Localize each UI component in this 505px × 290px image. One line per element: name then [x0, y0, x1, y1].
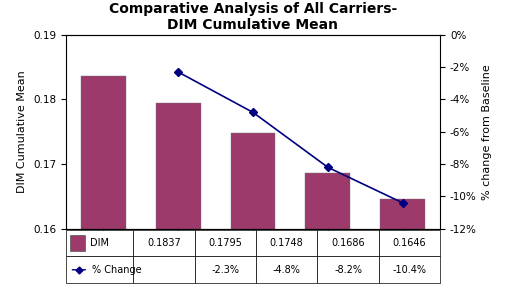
Bar — [133, 230, 194, 256]
Bar — [256, 256, 317, 283]
Bar — [66, 256, 133, 283]
Bar — [230, 133, 275, 290]
Bar — [380, 199, 424, 290]
Y-axis label: DIM Cumulative Mean: DIM Cumulative Mean — [17, 70, 27, 193]
Bar — [81, 75, 125, 290]
Bar — [305, 173, 349, 290]
Bar — [256, 230, 317, 256]
Bar — [194, 230, 256, 256]
Text: -4.8%: -4.8% — [272, 265, 300, 275]
Text: % Change: % Change — [92, 265, 141, 275]
Bar — [194, 256, 256, 283]
Bar — [66, 230, 133, 256]
Title: Comparative Analysis of All Carriers-
DIM Cumulative Mean: Comparative Analysis of All Carriers- DI… — [109, 2, 396, 32]
Text: 0.1748: 0.1748 — [269, 238, 303, 248]
Text: 0.1686: 0.1686 — [331, 238, 364, 248]
Bar — [133, 256, 194, 283]
Y-axis label: % change from Baseline: % change from Baseline — [481, 64, 491, 200]
Bar — [378, 256, 439, 283]
Bar — [317, 256, 378, 283]
Text: 0.1795: 0.1795 — [208, 238, 242, 248]
Bar — [156, 103, 200, 290]
Bar — [378, 230, 439, 256]
Bar — [69, 235, 84, 251]
Text: 0.1837: 0.1837 — [147, 238, 180, 248]
Text: -2.3%: -2.3% — [211, 265, 239, 275]
Text: -10.4%: -10.4% — [392, 265, 426, 275]
Bar — [317, 230, 378, 256]
Text: 0.1646: 0.1646 — [392, 238, 426, 248]
Text: -8.2%: -8.2% — [333, 265, 362, 275]
Text: DIM: DIM — [90, 238, 109, 248]
